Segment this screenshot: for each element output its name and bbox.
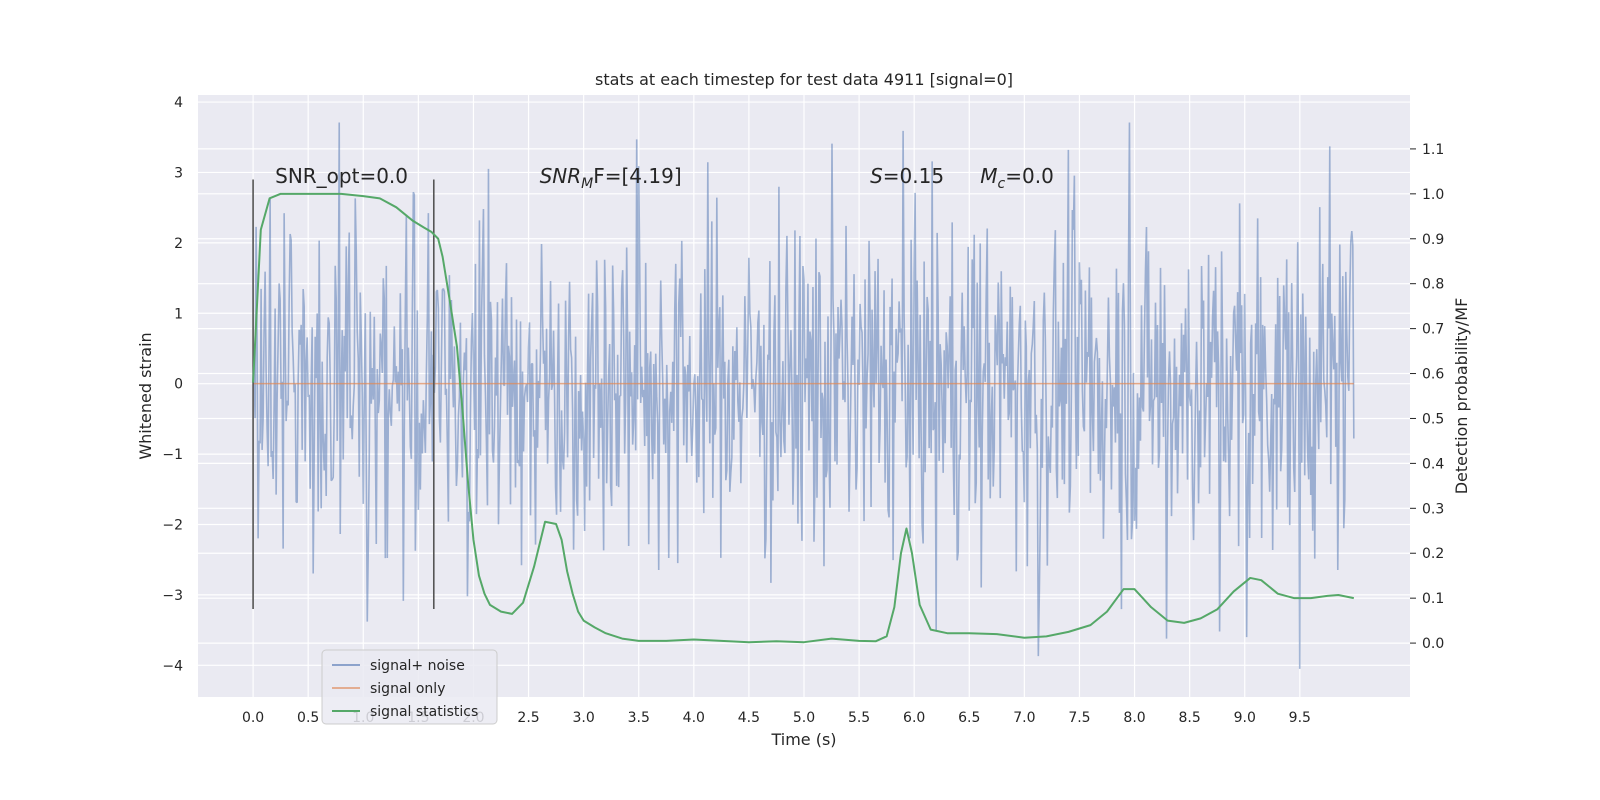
y-tick-label: 2 xyxy=(174,236,183,252)
legend-label: signal+ noise xyxy=(370,658,465,674)
x-tick-label: 5.5 xyxy=(848,710,870,726)
x-tick-label: 7.5 xyxy=(1068,710,1090,726)
x-tick-label: 0.5 xyxy=(297,710,319,726)
x-tick-label: 3.0 xyxy=(573,710,595,726)
x-axis-label: Time (s) xyxy=(770,730,836,749)
series-signal-plus-noise xyxy=(252,122,1355,669)
noise-line xyxy=(252,122,1355,669)
x-tick-label: 3.5 xyxy=(628,710,650,726)
x-tick-label: 9.0 xyxy=(1234,710,1256,726)
y2-tick-label: 0.1 xyxy=(1422,591,1444,607)
y-tick-label: −4 xyxy=(162,658,183,674)
y2-axis-ticks: 0.0 0.1 0.2 0.3 0.4 0.5 0.6 0.7 0.8 0.9 1.0 1.1 xyxy=(1410,142,1444,652)
x-tick-label: 6.5 xyxy=(958,710,980,726)
y2-tick-label: 0.7 xyxy=(1422,322,1444,338)
y-tick-label: 1 xyxy=(174,306,183,322)
legend-label: signal only xyxy=(370,681,445,697)
y2-tick-label: 0.6 xyxy=(1422,367,1444,383)
y2-tick-label: 1.1 xyxy=(1422,142,1444,158)
x-tick-label: 4.5 xyxy=(738,710,760,726)
x-tick-label: 6.0 xyxy=(903,710,925,726)
x-tick-label: 8.0 xyxy=(1123,710,1145,726)
y2-axis-label: Detection probability/MF xyxy=(1452,298,1471,495)
x-tick-label: 7.0 xyxy=(1013,710,1035,726)
annotation-3: S=0.15 xyxy=(870,164,944,188)
signal-statistics-line xyxy=(252,192,1355,644)
legend-label: signal statistics xyxy=(370,704,478,720)
y-tick-label: −2 xyxy=(162,517,183,533)
x-tick-label: 0.0 xyxy=(242,710,264,726)
annotation-4: Mc=0.0 xyxy=(980,164,1054,192)
annotation-1: SNR_opt=0.0 xyxy=(275,164,408,188)
y-tick-label: 0 xyxy=(174,377,183,393)
y2-tick-label: 1.0 xyxy=(1422,187,1444,203)
y-tick-label: −1 xyxy=(162,447,183,463)
y2-tick-label: 0.8 xyxy=(1422,277,1444,293)
series-signal-statistics xyxy=(252,192,1355,644)
x-tick-label: 5.0 xyxy=(793,710,815,726)
y2-tick-label: 0.4 xyxy=(1422,456,1444,472)
y2-tick-label: 0.3 xyxy=(1422,501,1444,517)
y2-tick-label: 0.2 xyxy=(1422,546,1444,562)
y2-tick-label: 0.9 xyxy=(1422,232,1444,248)
x-tick-label: 8.5 xyxy=(1179,710,1201,726)
legend: signal+ noise signal only signal statistic… xyxy=(321,649,498,725)
annotation-2: SNRMF=[4.19] xyxy=(540,164,682,192)
legend-box xyxy=(321,649,498,725)
y2-tick-label: 0.0 xyxy=(1422,636,1444,652)
marker-lines xyxy=(252,179,435,609)
x-tick-label: 4.0 xyxy=(683,710,705,726)
y-tick-label: −3 xyxy=(162,588,183,604)
y-tick-label: 4 xyxy=(174,95,183,111)
y2-tick-label: 0.5 xyxy=(1422,411,1444,427)
annotations: SNR_opt=0.0 SNRMF=[4.19] S=0.15 Mc=0.0 xyxy=(275,164,1054,192)
x-tick-label: 9.5 xyxy=(1289,710,1311,726)
chart-title: stats at each timestep for test data 491… xyxy=(595,70,1013,89)
y-axis-label: Whitened strain xyxy=(136,332,155,459)
y-axis-ticks: −4 −3 −2 −1 0 1 2 3 4 xyxy=(162,95,183,674)
x-tick-label: 2.5 xyxy=(517,710,539,726)
y-tick-label: 3 xyxy=(174,165,183,181)
